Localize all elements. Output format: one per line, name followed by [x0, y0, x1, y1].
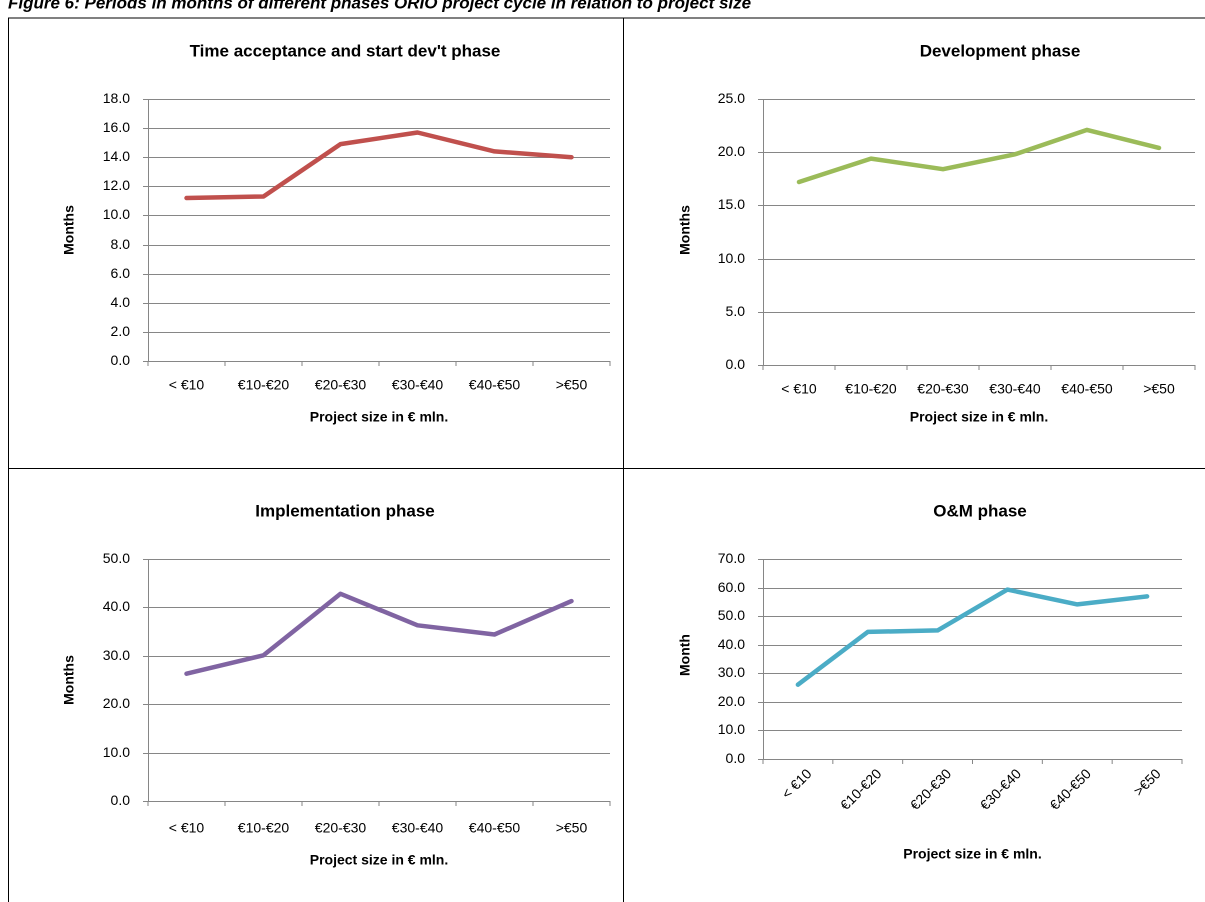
y-tick-label: 30.0 — [103, 647, 130, 663]
x-tick-label: €40-€50 — [469, 820, 521, 836]
y-axis-title: Months — [61, 655, 77, 705]
data-line — [795, 587, 1150, 687]
x-tick-label: €30-€40 — [392, 377, 444, 393]
y-tick-label: 8.0 — [111, 236, 131, 252]
data-line — [184, 591, 574, 676]
y-tick-label: 6.0 — [111, 265, 131, 281]
x-tick-label: €20-€30 — [315, 820, 367, 836]
y-tick-label: 50.0 — [103, 550, 130, 566]
y-tick-label: 16.0 — [103, 119, 130, 135]
x-tick-label: >€50 — [1130, 765, 1164, 799]
x-tick-label: €20-€30 — [917, 381, 969, 397]
figure-caption: Figure 6: Periods in months of different… — [8, 0, 751, 12]
x-tick-label: €40-€50 — [1061, 381, 1113, 397]
y-tick-label: 5.0 — [726, 303, 746, 319]
y-tick-label: 60.0 — [718, 579, 745, 595]
x-tick-label: < €10 — [169, 377, 205, 393]
x-tick-label: < €10 — [169, 820, 205, 836]
y-tick-label: 10.0 — [103, 206, 130, 222]
y-tick-label: 10.0 — [103, 744, 130, 760]
data-line — [184, 130, 574, 201]
x-tick-label: €40-€50 — [469, 377, 521, 393]
y-tick-label: 70.0 — [718, 550, 745, 566]
y-tick-label: 0.0 — [111, 792, 131, 808]
y-tick-label: 2.0 — [111, 323, 131, 339]
y-tick-label: 50.0 — [718, 607, 745, 623]
y-tick-label: 0.0 — [111, 352, 131, 368]
y-tick-label: 18.0 — [103, 90, 130, 106]
y-tick-label: 0.0 — [726, 750, 746, 766]
y-tick-label: 14.0 — [103, 148, 130, 164]
chart-title: Time acceptance and start dev't phase — [190, 41, 501, 60]
x-tick-label: €30-€40 — [977, 765, 1025, 813]
x-tick-label: >€50 — [556, 377, 588, 393]
x-tick-label: €20-€30 — [315, 377, 367, 393]
y-axis-title: Month — [677, 634, 693, 676]
y-tick-label: 30.0 — [718, 664, 745, 680]
x-tick-label: €10-€20 — [845, 381, 897, 397]
y-tick-label: 10.0 — [718, 721, 745, 737]
y-tick-label: 10.0 — [718, 250, 745, 266]
y-tick-label: 20.0 — [103, 695, 130, 711]
data-line — [796, 127, 1162, 185]
y-tick-label: 40.0 — [718, 636, 745, 652]
x-tick-label: €10-€20 — [837, 765, 885, 813]
y-axis-title: Months — [677, 205, 693, 255]
y-tick-label: 15.0 — [718, 196, 745, 212]
chart-title: O&M phase — [933, 501, 1027, 520]
y-tick-label: 4.0 — [111, 294, 131, 310]
x-tick-label: €30-€40 — [989, 381, 1041, 397]
x-tick-label: < €10 — [778, 765, 815, 802]
x-tick-label: €30-€40 — [392, 820, 444, 836]
y-tick-label: 12.0 — [103, 177, 130, 193]
x-tick-label: >€50 — [556, 820, 588, 836]
y-tick-label: 40.0 — [103, 598, 130, 614]
x-tick-label: €20-€30 — [907, 765, 955, 813]
chart-title: Development phase — [920, 41, 1081, 60]
x-axis-title: Project size in € mln. — [310, 409, 449, 425]
x-tick-label: < €10 — [781, 381, 817, 397]
y-tick-label: 20.0 — [718, 693, 745, 709]
y-tick-label: 20.0 — [718, 143, 745, 159]
x-axis-title: Project size in € mln. — [903, 846, 1042, 862]
chart-title: Implementation phase — [255, 501, 434, 520]
x-tick-label: €40-€50 — [1046, 765, 1094, 813]
y-tick-label: 25.0 — [718, 90, 745, 106]
y-axis-title: Months — [61, 205, 77, 255]
x-tick-label: €10-€20 — [238, 377, 290, 393]
x-tick-label: €10-€20 — [238, 820, 290, 836]
x-axis-title: Project size in € mln. — [910, 409, 1049, 425]
y-tick-label: 0.0 — [726, 356, 746, 372]
x-axis-title: Project size in € mln. — [310, 852, 449, 868]
x-tick-label: >€50 — [1143, 381, 1175, 397]
